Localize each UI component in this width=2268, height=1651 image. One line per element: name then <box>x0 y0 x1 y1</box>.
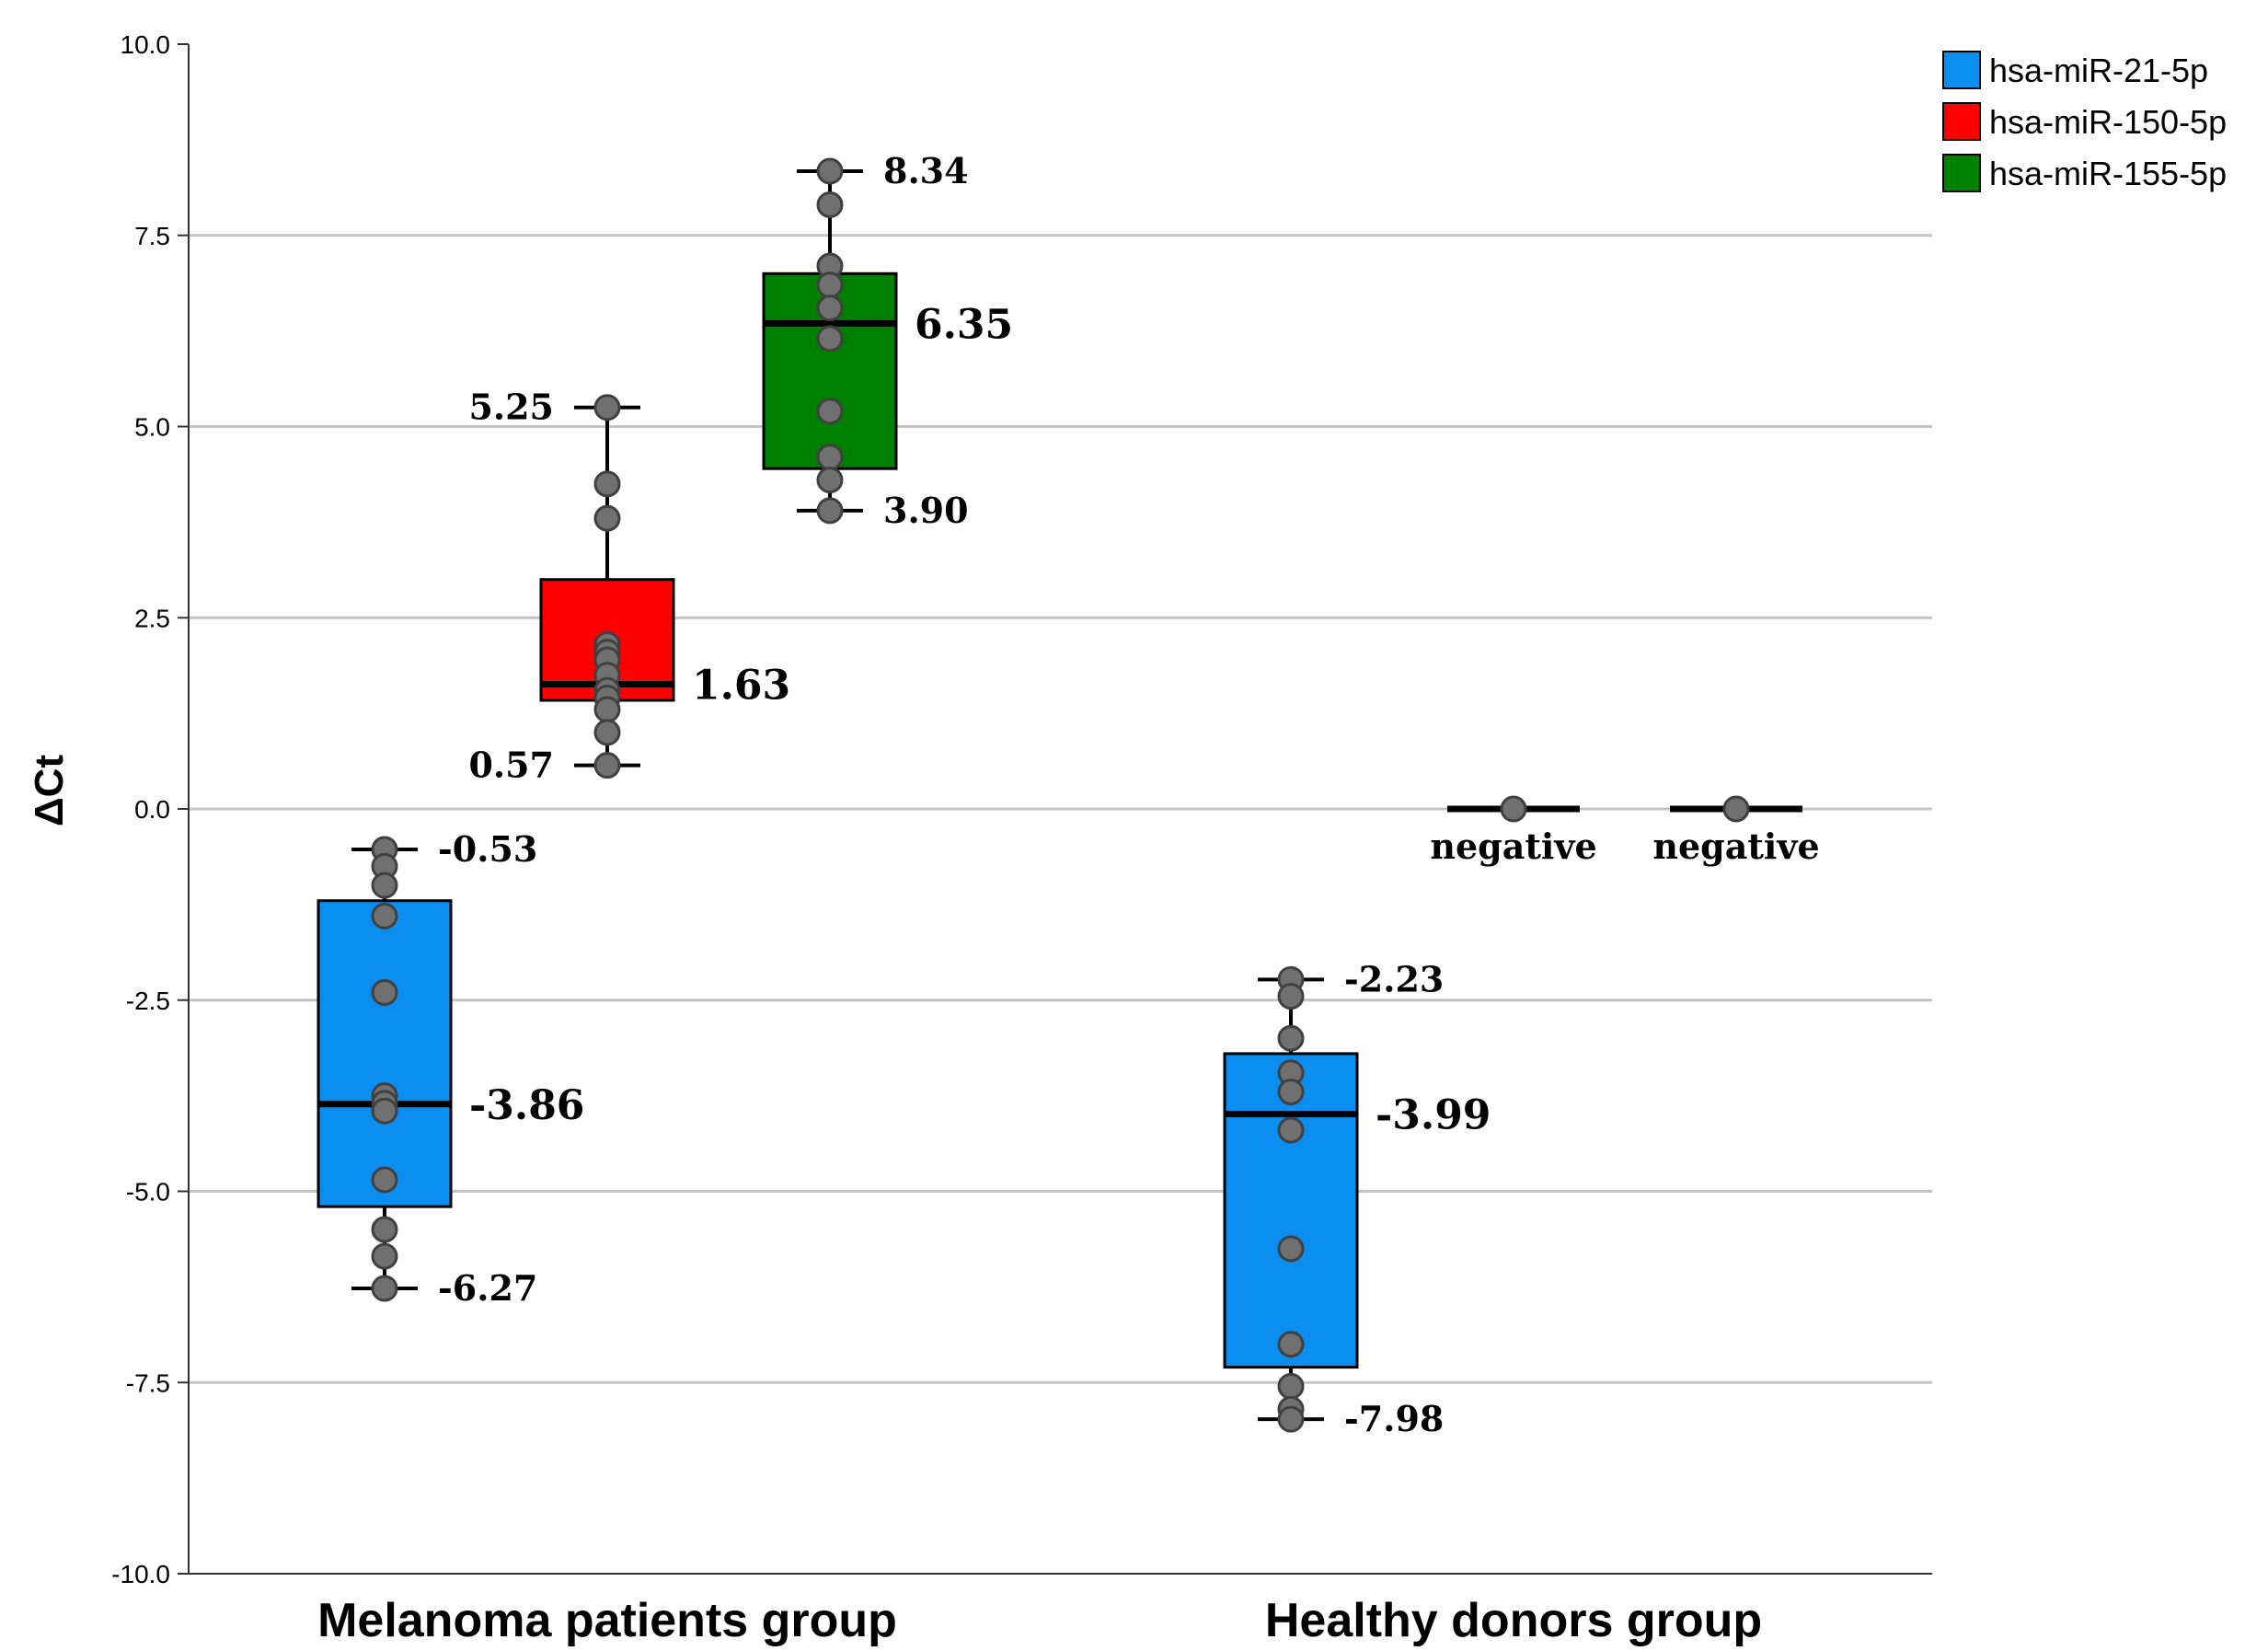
data-point <box>593 394 621 421</box>
data-point <box>371 872 398 899</box>
y-tick-label: 10.0 <box>121 30 171 59</box>
data-point <box>593 504 621 532</box>
min-label: 0.57 <box>468 745 554 786</box>
gridlines <box>189 234 1932 1384</box>
box-hsa-mir-21-5p <box>1223 965 1359 1433</box>
data-point <box>593 696 621 723</box>
y-tick-label: -2.5 <box>126 987 170 1015</box>
data-point <box>1277 1331 1305 1358</box>
median-label: -3.86 <box>469 1082 584 1129</box>
data-point <box>816 398 844 425</box>
negative-label: negative <box>1652 826 1819 867</box>
y-tick-label: -7.5 <box>126 1368 170 1397</box>
boxes <box>317 157 1802 1433</box>
annotations: -0.53 -6.27 -3.86 5.25 0.57 1.63 8.34 3.90 6.35 -… <box>438 150 1820 1439</box>
data-point <box>816 157 844 185</box>
data-point <box>816 325 844 352</box>
data-point <box>1277 983 1305 1010</box>
legend-swatch <box>1942 51 1981 89</box>
min-label: -6.27 <box>438 1267 537 1309</box>
box-hsa-mir-155-5p <box>1670 795 1802 823</box>
data-point <box>371 978 398 1006</box>
x-category-label: Healthy donors group <box>1265 1594 1762 1647</box>
legend-label: hsa-miR-150-5p <box>1989 103 2227 141</box>
data-point <box>371 902 398 929</box>
legend-swatch <box>1942 102 1981 141</box>
legend-label: hsa-miR-155-5p <box>1989 155 2227 192</box>
data-point <box>371 1216 398 1243</box>
data-point <box>816 191 844 219</box>
data-point <box>1277 1405 1305 1433</box>
box-iqr <box>1223 1052 1359 1369</box>
data-point <box>816 271 844 299</box>
data-point <box>1722 795 1750 823</box>
data-point <box>1277 1116 1305 1144</box>
box-hsa-mir-150-5p <box>539 394 675 779</box>
data-point <box>816 467 844 494</box>
y-tick-label: 7.5 <box>134 222 170 250</box>
y-tick-label: 0.0 <box>134 795 170 824</box>
data-point <box>371 1097 398 1125</box>
box-hsa-mir-150-5p <box>1447 795 1580 823</box>
data-point <box>371 1242 398 1270</box>
legend: hsa-miR-21-5p hsa-miR-150-5p hsa-miR-155-5… <box>1942 51 2227 192</box>
min-label: 3.90 <box>883 490 969 531</box>
data-point <box>1277 1024 1305 1052</box>
max-label: 5.25 <box>468 387 554 428</box>
box-iqr <box>317 899 453 1208</box>
data-point <box>1500 795 1527 823</box>
legend-swatch <box>1942 154 1981 192</box>
median-label: -3.99 <box>1376 1092 1491 1139</box>
median-label: 6.35 <box>915 301 1013 348</box>
max-label: -2.23 <box>1344 958 1444 999</box>
data-point <box>1277 1372 1305 1400</box>
data-point <box>371 1166 398 1194</box>
data-point <box>593 470 621 498</box>
data-point <box>593 719 621 746</box>
axes: 10.0 7.5 5.0 2.5 0.0 -2.5 -5.0 -7.5 -10.0 ΔCt Mela… <box>27 30 1932 1647</box>
data-point <box>1277 1235 1305 1263</box>
box-hsa-mir-155-5p <box>762 157 898 525</box>
data-point <box>816 444 844 471</box>
data-point <box>816 497 844 525</box>
median-label: 1.63 <box>692 663 790 710</box>
x-category-label: Melanoma patients group <box>317 1594 897 1647</box>
data-point <box>593 752 621 779</box>
y-axis-title: ΔCt <box>27 755 72 826</box>
box-hsa-mir-21-5p <box>317 836 453 1302</box>
data-point <box>816 294 844 322</box>
data-point <box>371 1275 398 1302</box>
y-tick-label: 2.5 <box>134 604 170 632</box>
legend-label: hsa-miR-21-5p <box>1989 52 2208 89</box>
y-tick-label: 5.0 <box>134 413 170 442</box>
negative-label: negative <box>1430 826 1596 867</box>
min-label: -7.98 <box>1344 1398 1444 1439</box>
max-label: -0.53 <box>438 828 537 870</box>
y-tick-label: -5.0 <box>126 1178 170 1206</box>
data-point <box>1277 1078 1305 1105</box>
y-tick-label: -10.0 <box>111 1560 170 1588</box>
max-label: 8.34 <box>883 150 969 191</box>
